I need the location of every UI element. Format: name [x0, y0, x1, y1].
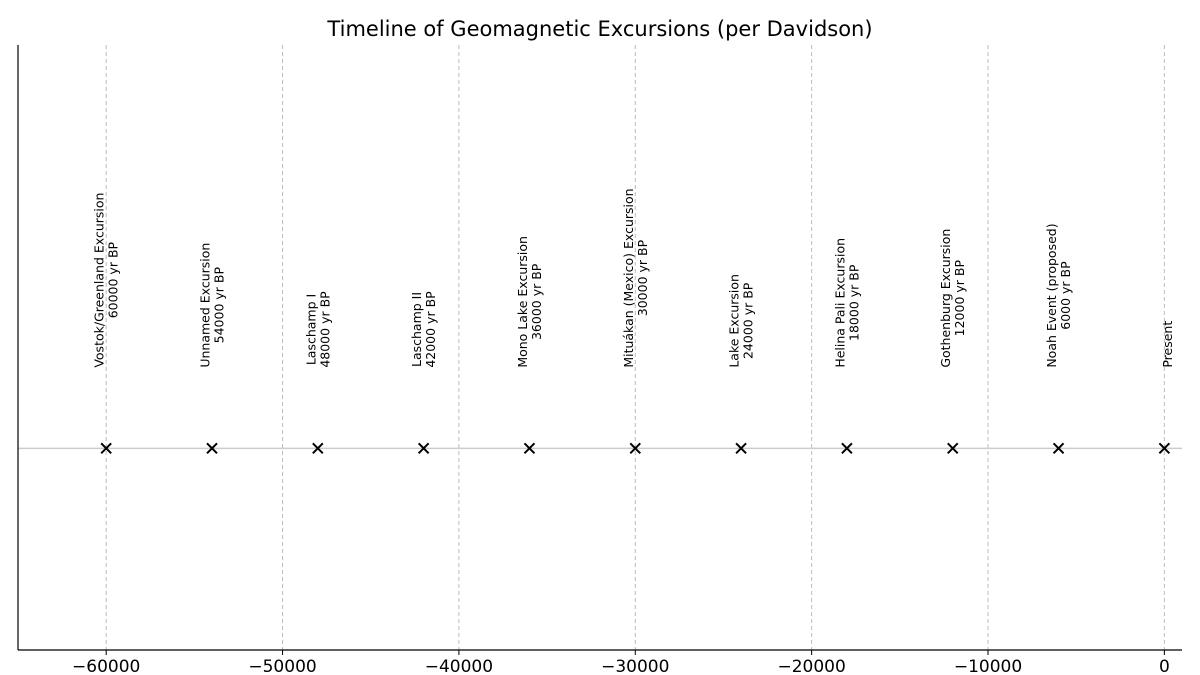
point: [417, 442, 430, 455]
event-label: Laschamp II: [409, 292, 424, 367]
point-cross: [417, 442, 430, 455]
x-tick-label: −60000: [72, 657, 140, 675]
event-label: Vostok/Greenland Excursion: [92, 193, 107, 368]
point: [629, 442, 641, 455]
event-label: Unnamed Excursion: [198, 243, 213, 368]
event-label: 30000 yr BP: [635, 239, 650, 316]
point: [841, 442, 853, 455]
event-label: 42000 yr BP: [423, 291, 438, 368]
event-label: Mono Lake Excursion: [515, 236, 530, 368]
event-label: Lake Excursion: [727, 274, 742, 368]
point: [100, 442, 112, 455]
event-label: 18000 yr BP: [846, 264, 861, 341]
event-label: Present: [1160, 321, 1175, 368]
point: [1158, 442, 1171, 455]
point-cross: [1052, 442, 1065, 455]
point-cross: [1158, 442, 1171, 455]
point-cross: [206, 442, 218, 455]
x-tick-label: −40000: [425, 657, 493, 675]
point: [312, 442, 324, 455]
x-tick-label: −50000: [248, 657, 316, 675]
x-tick-label: −10000: [954, 657, 1022, 675]
event-label: Helina Pali Excursion: [832, 238, 847, 368]
event-label: Mituákan (Mexico) Excursion: [621, 188, 636, 367]
point-cross: [947, 442, 959, 455]
event-label: 36000 yr BP: [529, 263, 544, 340]
point-cross: [312, 442, 324, 455]
event-label: 60000 yr BP: [106, 241, 121, 318]
event-label: 24000 yr BP: [741, 282, 756, 359]
event-label: 6000 yr BP: [1058, 261, 1073, 330]
x-tick-label: −30000: [601, 657, 669, 675]
event-label: Laschamp I: [303, 294, 318, 365]
point-cross: [629, 442, 641, 455]
point-cross: [841, 442, 853, 455]
event-label: 48000 yr BP: [317, 291, 332, 368]
point-cross: [735, 442, 747, 455]
point: [947, 442, 959, 455]
event-label: Gothenburg Excursion: [938, 229, 953, 368]
point: [206, 442, 218, 455]
x-tick-label: −20000: [777, 657, 845, 675]
event-label: 12000 yr BP: [952, 260, 967, 337]
point-cross: [523, 442, 536, 455]
point: [1052, 442, 1065, 455]
point-cross: [100, 442, 112, 455]
event-label: Noah Event (proposed): [1044, 223, 1059, 367]
event-label: 54000 yr BP: [212, 267, 227, 344]
point: [735, 442, 747, 455]
x-tick-label: 0: [1159, 657, 1170, 675]
point: [523, 442, 536, 455]
chart-title: Timeline of Geomagnetic Excursions (per …: [326, 17, 872, 41]
